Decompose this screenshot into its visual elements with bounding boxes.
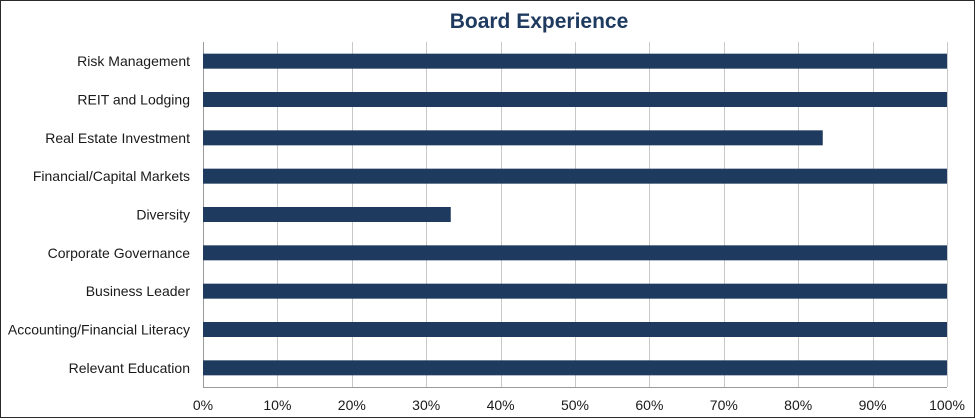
x-tick-label: 80% — [784, 397, 812, 413]
bar-3 — [203, 168, 947, 184]
x-tick-label: 20% — [338, 397, 366, 413]
bar-5 — [203, 245, 947, 261]
category-label: Accounting/Financial Literacy — [8, 322, 190, 338]
category-label: Corporate Governance — [48, 245, 191, 261]
x-tick-label: 40% — [487, 397, 515, 413]
x-tick-label: 100% — [929, 397, 965, 413]
bar-0 — [203, 53, 947, 69]
bar-2 — [203, 130, 823, 146]
x-tick-labels: 0% 10% 20% 30% 40% 50% 60% 70% 80% 90% 100% — [193, 397, 965, 413]
x-tick-label: 50% — [561, 397, 589, 413]
x-tick-label: 60% — [635, 397, 663, 413]
bar-1 — [203, 92, 947, 107]
bar-4 — [203, 207, 451, 222]
category-label: REIT and Lodging — [77, 92, 190, 108]
category-label: Real Estate Investment — [45, 130, 190, 146]
bars — [203, 53, 947, 376]
x-tick-label: 90% — [859, 397, 887, 413]
x-tick-label: 10% — [263, 397, 291, 413]
chart-title: Board Experience — [450, 10, 629, 33]
x-tick-label: 0% — [193, 397, 213, 413]
x-tick-label: 70% — [710, 397, 738, 413]
bar-6 — [203, 283, 947, 299]
category-label: Financial/Capital Markets — [33, 168, 190, 184]
bar-8 — [203, 360, 947, 376]
category-labels: Risk Management REIT and Lodging Real Esta… — [8, 53, 190, 376]
category-label: Diversity — [136, 207, 190, 223]
category-label: Relevant Education — [69, 360, 190, 376]
bar-7 — [203, 322, 947, 337]
category-label: Risk Management — [77, 53, 190, 69]
x-tick-label: 30% — [412, 397, 440, 413]
category-label: Business Leader — [86, 283, 191, 299]
